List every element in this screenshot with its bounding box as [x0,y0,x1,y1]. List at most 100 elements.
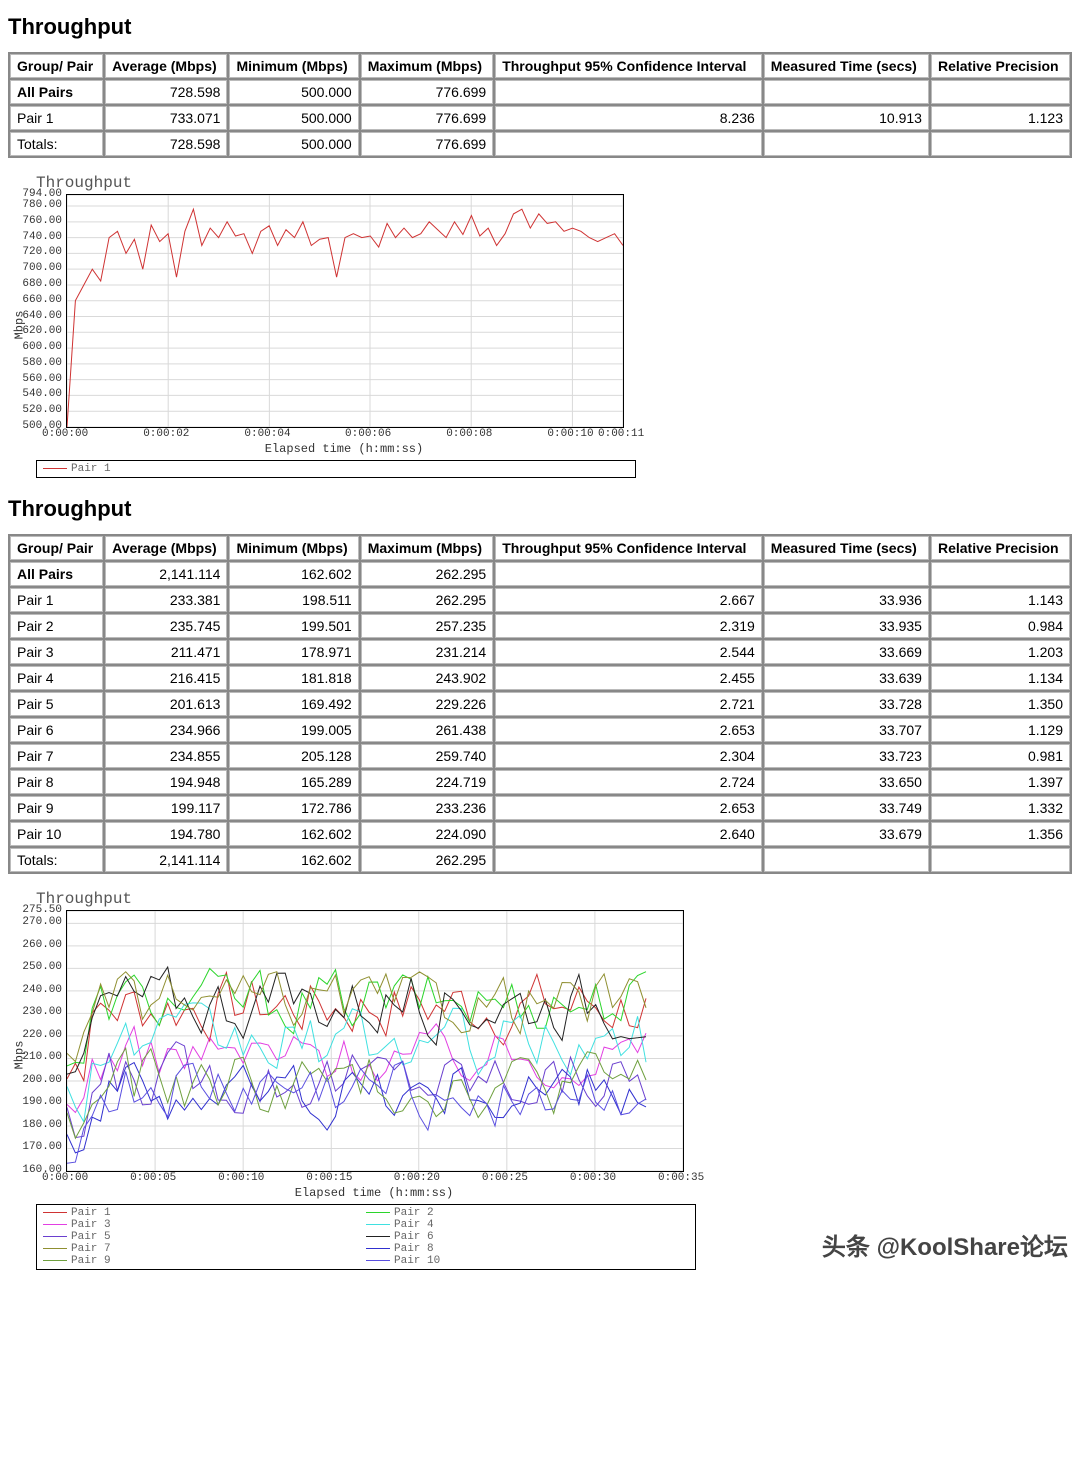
col-header: Average (Mbps) [105,536,227,560]
cell: 33.639 [764,666,929,690]
col-header: Measured Time (secs) [764,536,929,560]
cell: 233.236 [361,796,493,820]
x-tick: 0:00:35 [658,1172,704,1184]
throughput-table-1: Group/ PairAverage (Mbps)Minimum (Mbps)M… [8,52,1072,158]
cell [764,848,929,872]
cell [764,132,929,156]
col-header: Maximum (Mbps) [361,536,493,560]
section-title: Throughput [8,496,1080,522]
cell: 262.295 [361,588,493,612]
cell: 1.356 [931,822,1070,846]
cell: 2.721 [495,692,762,716]
cell: 2.304 [495,744,762,768]
y-tick: 520.00 [10,404,62,416]
y-tick: 220.00 [10,1029,62,1041]
cell: 2.724 [495,770,762,794]
cell: 728.598 [105,80,227,104]
cell: 2.667 [495,588,762,612]
cell: 2.319 [495,614,762,638]
cell: 2.455 [495,666,762,690]
row-label: Pair 7 [10,744,103,768]
y-tick: 270.00 [10,916,62,928]
throughput-chart-2: ThroughputMbps160.00170.00180.00190.0020… [8,890,1080,1270]
y-tick: 640.00 [10,310,62,322]
cell: 233.381 [105,588,227,612]
table-row: Pair 3211.471178.971231.2142.54433.6691.… [10,640,1070,664]
cell [931,132,1070,156]
cell: 0.981 [931,744,1070,768]
cell: 257.235 [361,614,493,638]
y-tick: 275.50 [10,904,62,916]
cell [931,562,1070,586]
series-pair-5 [67,1042,646,1138]
cell: 33.723 [764,744,929,768]
cell: 1.350 [931,692,1070,716]
cell: 2,141.114 [105,562,227,586]
cell: 776.699 [361,80,493,104]
cell: 1.129 [931,718,1070,742]
cell: 162.602 [229,848,358,872]
cell [495,80,762,104]
cell: 262.295 [361,562,493,586]
cell: 231.214 [361,640,493,664]
table-row: Pair 1733.071500.000776.6998.23610.9131.… [10,106,1070,130]
table-row: Pair 6234.966199.005261.4382.65333.7071.… [10,718,1070,742]
cell: 261.438 [361,718,493,742]
y-tick: 170.00 [10,1141,62,1153]
cell: 169.492 [229,692,358,716]
cell: 33.935 [764,614,929,638]
cell: 194.948 [105,770,227,794]
cell: 33.650 [764,770,929,794]
cell [931,848,1070,872]
row-label: Totals: [10,132,103,156]
cell: 181.818 [229,666,358,690]
col-header: Measured Time (secs) [764,54,929,78]
y-tick: 600.00 [10,341,62,353]
cell: 234.855 [105,744,227,768]
table-row: All Pairs728.598500.000776.699 [10,80,1070,104]
table-row: Pair 1233.381198.511262.2952.66733.9361.… [10,588,1070,612]
cell: 165.289 [229,770,358,794]
cell: 2,141.114 [105,848,227,872]
cell: 2.640 [495,822,762,846]
y-tick: 240.00 [10,984,62,996]
cell: 199.501 [229,614,358,638]
cell: 8.236 [495,106,762,130]
cell: 194.780 [105,822,227,846]
cell: 1.123 [931,106,1070,130]
x-tick: 0:00:00 [42,428,88,440]
y-tick: 780.00 [10,199,62,211]
y-tick: 200.00 [10,1074,62,1086]
y-tick: 250.00 [10,961,62,973]
y-tick: 794.00 [10,188,62,200]
cell: 178.971 [229,640,358,664]
cell: 216.415 [105,666,227,690]
cell: 2.653 [495,718,762,742]
row-label: Pair 10 [10,822,103,846]
row-label: All Pairs [10,80,103,104]
row-label: Totals: [10,848,103,872]
cell: 10.913 [764,106,929,130]
cell: 229.226 [361,692,493,716]
chart-title: Throughput [36,890,1080,908]
cell: 1.143 [931,588,1070,612]
x-axis-label: Elapsed time (h:mm:ss) [66,1186,682,1200]
series-pair-10 [67,1062,646,1164]
legend: Pair 1 [36,460,636,478]
series-pair-1 [67,209,623,427]
section-title: Throughput [8,14,1080,40]
legend: Pair 1Pair 3Pair 5Pair 7Pair 9Pair 2Pair… [36,1204,696,1270]
col-header: Maximum (Mbps) [361,54,493,78]
y-tick: 620.00 [10,325,62,337]
y-tick: 210.00 [10,1051,62,1063]
col-header: Throughput 95% Confidence Interval [495,54,762,78]
table-row: Pair 8194.948165.289224.7192.72433.6501.… [10,770,1070,794]
cell: 1.397 [931,770,1070,794]
x-tick: 0:00:02 [143,428,189,440]
cell: 205.128 [229,744,358,768]
x-axis-label: Elapsed time (h:mm:ss) [66,442,622,456]
cell: 234.966 [105,718,227,742]
cell: 33.936 [764,588,929,612]
row-label: Pair 4 [10,666,103,690]
cell: 33.669 [764,640,929,664]
